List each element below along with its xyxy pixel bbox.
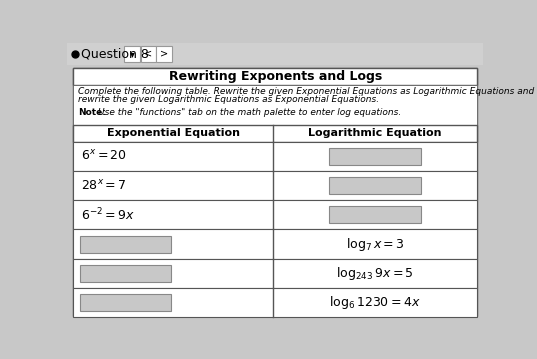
Text: $\log_7 x = 3$: $\log_7 x = 3$ [346, 236, 404, 252]
FancyBboxPatch shape [125, 46, 140, 61]
Bar [74, 171, 477, 200]
Text: $6^{-2} = 9x$: $6^{-2} = 9x$ [81, 206, 135, 223]
FancyBboxPatch shape [141, 46, 156, 61]
Text: $6^x = 20$: $6^x = 20$ [81, 149, 127, 163]
Text: Exponential Equation: Exponential Equation [107, 128, 240, 138]
Bar [79, 265, 171, 282]
FancyBboxPatch shape [156, 46, 172, 61]
Text: Use the "functions" tab on the math palette to enter log equations.: Use the "functions" tab on the math pale… [98, 108, 401, 117]
Bar [74, 68, 477, 85]
Text: Question 8: Question 8 [81, 47, 149, 60]
Bar [74, 142, 477, 171]
Bar [330, 177, 421, 194]
Bar [74, 259, 477, 288]
Text: rewrite the given Logarithmic Equations as Exponential Equations.: rewrite the given Logarithmic Equations … [78, 95, 379, 104]
Text: Rewriting Exponents and Logs: Rewriting Exponents and Logs [169, 70, 382, 83]
Text: $\log_6 1230 = 4x$: $\log_6 1230 = 4x$ [329, 294, 421, 311]
Bar [79, 294, 171, 311]
Bar [74, 85, 477, 125]
Text: Note:: Note: [78, 108, 106, 117]
Bar [79, 236, 171, 252]
Bar [67, 43, 483, 65]
Text: Logarithmic Equation: Logarithmic Equation [308, 128, 442, 138]
Text: ▾: ▾ [130, 49, 135, 59]
Text: Complete the following table. Rewrite the given Exponential Equations as Logarit: Complete the following table. Rewrite th… [78, 87, 534, 96]
Text: $28^x = 7$: $28^x = 7$ [81, 178, 127, 192]
Text: >: > [160, 49, 168, 59]
Bar [74, 288, 477, 317]
Bar [74, 200, 477, 229]
Bar [74, 229, 477, 259]
Bar [74, 68, 477, 316]
Bar [330, 148, 421, 165]
Text: $\log_{243} 9x = 5$: $\log_{243} 9x = 5$ [336, 265, 414, 282]
Bar [330, 206, 421, 223]
Text: <: < [144, 49, 153, 59]
Bar [74, 125, 477, 142]
